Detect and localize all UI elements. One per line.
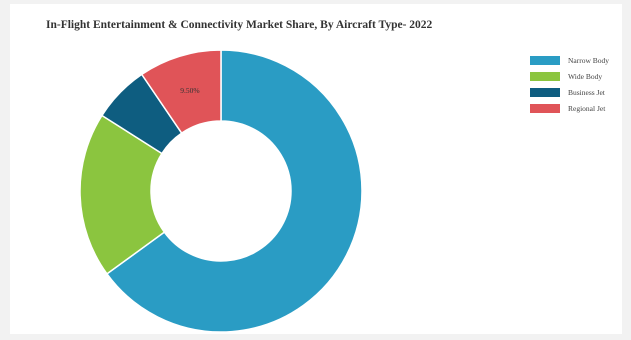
legend-swatch-regional-jet — [530, 103, 560, 113]
legend-swatch-wide-body — [530, 71, 560, 81]
legend-label-wide-body: Wide Body — [568, 71, 603, 81]
slice-narrow-body — [105, 49, 363, 333]
legend-item-narrow-body: Narrow Body — [530, 55, 609, 65]
legend-label-narrow-body: Narrow Body — [568, 55, 610, 65]
slice-regional-jet — [140, 49, 222, 135]
chart-card: In-Flight Entertainment & Connectivity M… — [10, 4, 622, 334]
legend-item-regional-jet: Regional Jet — [530, 103, 609, 113]
chart-legend: Narrow Body Wide Body Business Jet Regional… — [530, 55, 609, 119]
chart-title: In-Flight Entertainment & Connectivity M… — [46, 19, 433, 31]
legend-label-regional-jet: Regional Jet — [568, 103, 606, 113]
donut-chart: 9.50% — [79, 49, 363, 333]
legend-label-business-jet: Business Jet — [568, 87, 605, 97]
legend-swatch-business-jet — [530, 87, 560, 97]
slice-wide-body — [79, 114, 166, 275]
data-label-regional-jet: 9.50% — [180, 86, 199, 95]
legend-item-wide-body: Wide Body — [530, 71, 609, 81]
legend-item-business-jet: Business Jet — [530, 87, 609, 97]
legend-swatch-narrow-body — [530, 55, 560, 65]
